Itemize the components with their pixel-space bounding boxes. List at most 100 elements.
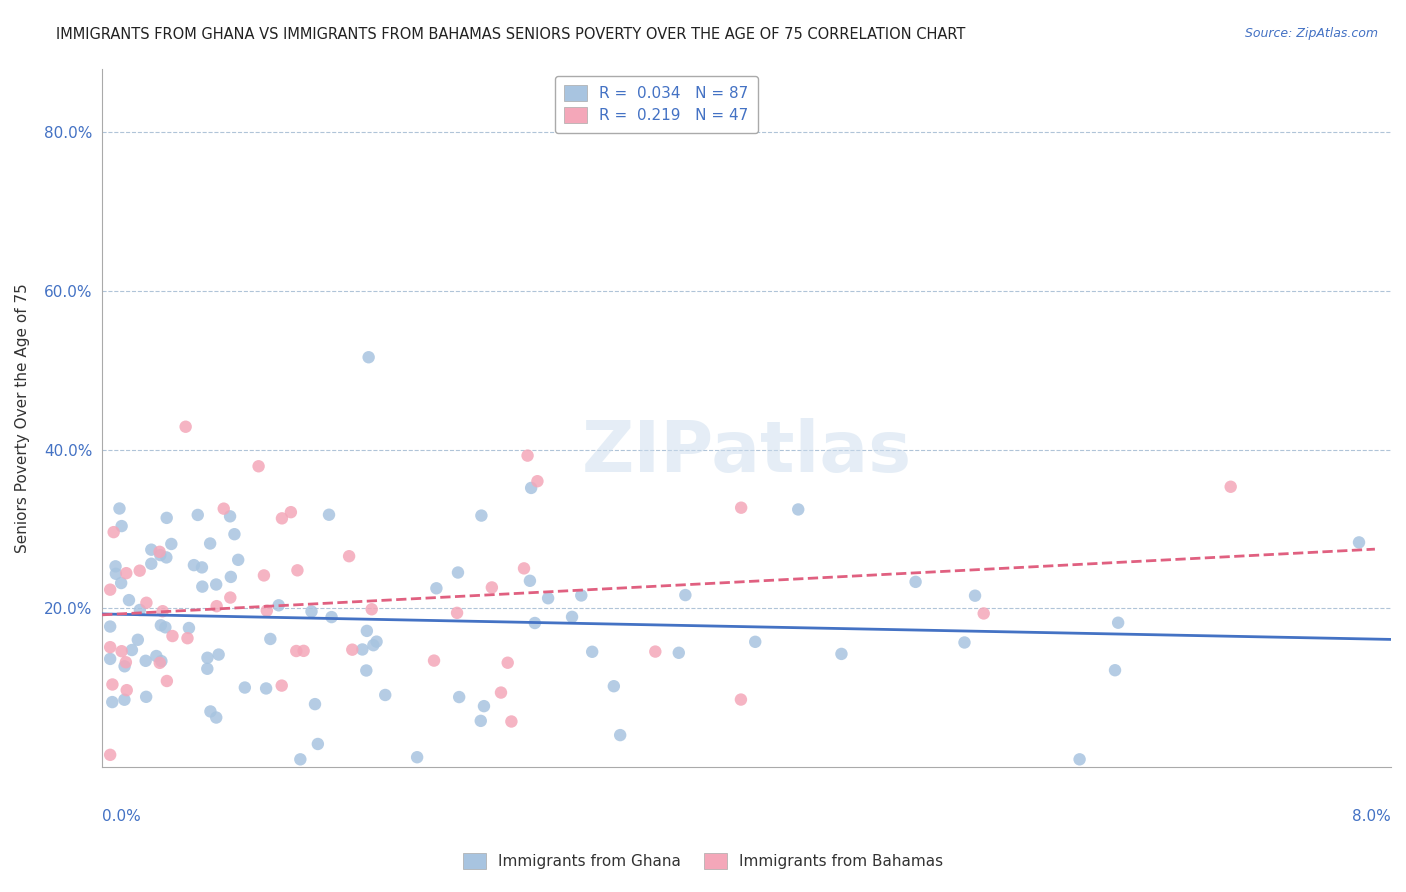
Point (108, 501, 131, 516)
Point (121, 643, 143, 657)
Point (337, 549, 360, 564)
Point (472, 699, 495, 714)
Point (1219, 480, 1241, 494)
Legend: Immigrants from Ghana, Immigrants from Bahamas: Immigrants from Ghana, Immigrants from B… (457, 847, 949, 875)
Point (321, 610, 343, 624)
Point (110, 519, 132, 533)
Point (673, 588, 696, 602)
Point (489, 685, 512, 699)
Point (212, 501, 235, 516)
Point (219, 570, 242, 584)
Point (149, 548, 172, 562)
Point (152, 604, 174, 618)
Text: 8.0%: 8.0% (1353, 809, 1391, 824)
Point (183, 558, 205, 573)
Point (425, 582, 447, 596)
Point (101, 677, 124, 691)
Point (561, 610, 583, 624)
Text: ZIPatlas: ZIPatlas (582, 418, 911, 487)
Point (267, 599, 290, 613)
Point (162, 629, 184, 643)
Point (290, 752, 312, 766)
Point (366, 634, 388, 648)
Point (526, 474, 548, 488)
Point (470, 508, 492, 523)
Point (156, 673, 179, 688)
Point (115, 566, 138, 581)
Point (270, 679, 292, 693)
Point (226, 553, 249, 567)
Point (141, 557, 163, 571)
Point (149, 545, 172, 559)
Point (104, 566, 127, 581)
Point (374, 688, 396, 702)
Point (513, 561, 536, 575)
Point (447, 566, 470, 580)
Point (98, 640, 121, 655)
Point (101, 695, 124, 709)
Point (520, 481, 543, 495)
Point (195, 662, 218, 676)
Point (219, 591, 242, 605)
Point (191, 580, 214, 594)
Point (104, 559, 127, 574)
Point (470, 714, 492, 728)
Point (127, 632, 149, 647)
Point (176, 631, 198, 645)
Point (307, 737, 329, 751)
Point (304, 697, 326, 711)
Point (501, 714, 523, 729)
Point (224, 527, 246, 541)
Point (519, 574, 541, 588)
Point (496, 656, 519, 670)
Point (149, 618, 172, 632)
Point (523, 615, 546, 630)
Point (198, 536, 221, 550)
Point (744, 635, 766, 649)
Point (110, 576, 132, 591)
Point (301, 604, 323, 618)
Text: IMMIGRANTS FROM GHANA VS IMMIGRANTS FROM BAHAMAS SENIORS POVERTY OVER THE AGE OF: IMMIGRANTS FROM GHANA VS IMMIGRANTS FROM… (56, 27, 966, 42)
Point (174, 419, 197, 434)
Point (904, 574, 927, 589)
Point (253, 568, 276, 582)
Point (150, 654, 173, 668)
Point (1104, 663, 1126, 677)
Point (356, 624, 378, 638)
Point (787, 502, 810, 516)
Point (112, 692, 135, 706)
Point (356, 664, 378, 678)
Point (98, 652, 121, 666)
Point (254, 681, 277, 696)
Point (149, 656, 172, 670)
Point (318, 508, 340, 522)
Legend: R =  0.034   N = 87, R =  0.219   N = 47: R = 0.034 N = 87, R = 0.219 N = 47 (555, 76, 758, 133)
Point (135, 654, 157, 668)
Point (730, 500, 752, 515)
Point (103, 525, 125, 540)
Point (115, 683, 138, 698)
Point (205, 710, 228, 724)
Point (160, 537, 183, 551)
Point (98, 619, 121, 633)
Point (342, 642, 364, 657)
Point (481, 581, 503, 595)
Text: Source: ZipAtlas.com: Source: ZipAtlas.com (1244, 27, 1378, 40)
Point (98, 747, 121, 762)
Point (537, 591, 560, 606)
Point (287, 563, 309, 577)
Point (973, 607, 995, 621)
Point (155, 550, 177, 565)
Point (128, 603, 150, 617)
Point (953, 635, 976, 649)
Point (187, 508, 209, 522)
Point (569, 589, 592, 603)
Point (830, 647, 852, 661)
Point (1069, 752, 1091, 766)
Point (259, 632, 281, 646)
Point (118, 593, 141, 607)
Point (603, 679, 626, 693)
Point (449, 690, 471, 704)
Point (271, 511, 294, 525)
Point (292, 644, 315, 658)
